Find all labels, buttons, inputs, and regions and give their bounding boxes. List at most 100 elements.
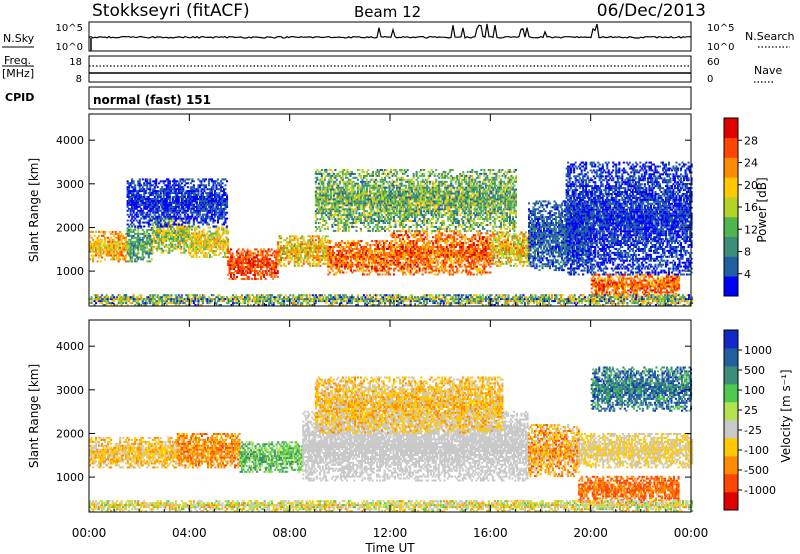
power-cell [294,263,296,265]
power-cell [312,237,314,239]
power-cell [266,268,268,270]
power-cell [189,254,191,256]
cpid-mode: normal (fast) 151 [93,93,211,107]
power-cell [242,252,244,254]
power-cell [260,268,262,270]
power-cell [248,258,250,260]
power-cell [139,237,141,239]
power-cell [151,258,153,260]
power-cell [272,278,274,280]
power-cell [109,239,111,241]
power-cell [222,238,224,240]
power-cell [159,228,161,230]
power-cell [168,248,170,250]
power-cell [153,238,155,240]
power-cell [229,270,231,272]
power-cell [170,228,172,230]
freq-unit-label: [MHz] [2,67,34,80]
power-cell [268,270,270,272]
power-cell [153,236,155,238]
power-cell [101,241,103,243]
power-cell [230,248,232,250]
power-cell [177,238,179,240]
power-cell [285,259,287,261]
power-cell [285,265,287,267]
power-cell [248,278,250,280]
power-cell [152,252,154,254]
power-cell [137,235,139,237]
power-cell [247,248,249,250]
power-cell [253,266,255,268]
power-cell [297,261,299,263]
power-cell [91,237,93,239]
power-cell [118,241,120,243]
power-cell [194,231,196,233]
power-cell [145,233,147,235]
power-cell [110,255,112,257]
power-cell [210,248,212,250]
power-cell [137,229,139,231]
power-cell [222,229,224,231]
power-cell [286,253,288,255]
power-cell [152,234,154,236]
power-cell [301,257,303,259]
power-cell [131,258,133,260]
power-cell [265,270,267,272]
power-cell [227,246,229,248]
power-cell [183,238,185,240]
power-cell [92,258,94,260]
power-cell [275,260,277,262]
power-cell [313,261,315,263]
power-cell [238,252,240,254]
power-cell [232,258,234,260]
power-cell [152,248,154,250]
power-cell [285,239,287,241]
power-cell [316,253,318,255]
power-cell [233,268,235,270]
power-cell [227,238,229,240]
power-cell [218,233,220,235]
power-cell [195,229,197,231]
power-cell [312,253,314,255]
power-cell [280,241,282,243]
power-cell [156,250,158,252]
power-cell [125,255,127,257]
power-cell [222,248,224,250]
power-cell [95,255,97,257]
power-cell [251,278,253,280]
power-cell [266,252,268,254]
power-cell [133,251,135,253]
power-cell [149,235,151,237]
power-cell [176,248,178,250]
power-cell [309,235,311,237]
power-cell [263,274,265,276]
power-cell [239,256,241,258]
sky-tick-bottom: 10^0 [56,42,83,53]
power-cell [232,260,234,262]
power-cell [186,240,188,242]
power-cell [257,250,259,252]
power-cell [289,237,291,239]
power-cell [173,228,175,230]
power-cell [294,239,296,241]
power-cell [309,261,311,263]
power-cell [148,255,150,257]
nave-tick-bottom: 0 [707,74,713,85]
power-cell [130,229,132,231]
power-cell [125,239,127,241]
power-cell [277,245,279,247]
power-cell [97,237,99,239]
power-cell [254,252,256,254]
power-cell [104,231,106,233]
power-cell [266,272,268,274]
power-cell [142,258,144,260]
power-cell [149,260,151,262]
power-cell [133,231,135,233]
power-cell [191,229,193,231]
power-cell [280,255,282,257]
power-cell [115,231,117,233]
power-cell [219,238,221,240]
power-cell [195,250,197,252]
power-cell [230,276,232,278]
power-cell [262,272,264,274]
